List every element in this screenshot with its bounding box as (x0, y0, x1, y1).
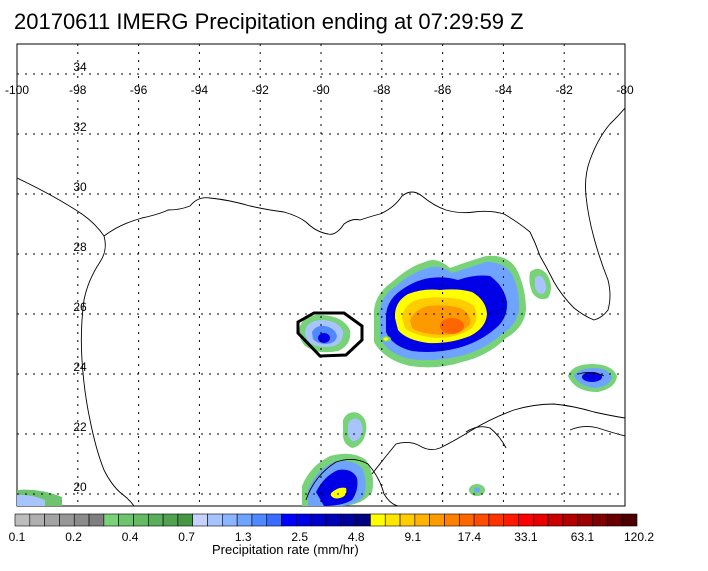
colorbar-label: Precipitation rate (mm/hr) (212, 542, 359, 557)
colorbar-cell (488, 513, 505, 527)
lon-tick-label: -96 (130, 83, 148, 97)
colorbar-cell (518, 513, 534, 527)
colorbar-cell (444, 513, 460, 527)
latitude-labels: 20 22 24 26 28 30 32 34 (73, 60, 87, 494)
colorbar-tick-label: 63.1 (571, 530, 595, 544)
colorbar-cell (310, 513, 327, 527)
colorbar-tick-labels: 0.1 0.2 0.4 0.7 1.3 2.5 4.8 9.1 17.4 33.1 63.1 120.… (9, 530, 655, 544)
colorbar-cell (607, 513, 623, 527)
colorbar-cell (429, 513, 445, 527)
colorbar-tick-label: 17.4 (458, 530, 482, 544)
lon-tick-label: -94 (191, 83, 209, 97)
precip-area-central-gulf (299, 314, 351, 353)
lat-tick-label: 22 (73, 420, 87, 434)
colorbar-cell (103, 513, 119, 527)
colorbar-tick-label: 1.3 (235, 530, 252, 544)
colorbar-tick-label: 120.2 (624, 530, 654, 544)
precip-area-yucatan (302, 453, 374, 506)
colorbar-cell (503, 513, 519, 527)
colorbar-cell (296, 513, 312, 527)
colorbar-cell (251, 513, 268, 527)
colorbar-cell (222, 513, 238, 527)
lat-tick-label: 20 (73, 480, 87, 494)
colorbar-cell (236, 513, 253, 527)
lat-tick-label: 34 (73, 60, 87, 74)
colorbar-cells (14, 513, 638, 527)
colorbar-cell (88, 513, 105, 527)
colorbar-cell (207, 513, 223, 527)
colorbar-cell (370, 513, 386, 527)
tracked-system-outline (296, 311, 364, 358)
colorbar-cell (562, 513, 579, 527)
colorbar-tick-label: 0.1 (9, 530, 26, 544)
lon-tick-label: -90 (312, 83, 330, 97)
map-title: 20170611 IMERG Precipitation ending at 0… (14, 9, 524, 34)
colorbar-cell (533, 513, 549, 527)
colorbar-tick-label: 0.7 (178, 530, 195, 544)
precip-area-main-storm (373, 255, 526, 368)
lat-tick-label: 28 (73, 240, 87, 254)
colorbar-cell (59, 513, 75, 527)
lat-tick-label: 26 (73, 300, 87, 314)
colorbar-cell (29, 513, 45, 527)
colorbar-cell (458, 513, 475, 527)
colorbar-tick-label: 0.4 (122, 530, 139, 544)
lat-tick-label: 32 (73, 120, 87, 134)
colorbar-cell (355, 513, 371, 527)
precip-area-yucatan-north (342, 412, 367, 448)
colorbar-cell (44, 513, 60, 527)
colorbar-tick-label: 9.1 (404, 530, 421, 544)
colorbar-cell (414, 513, 430, 527)
lon-tick-label: -82 (556, 83, 574, 97)
coastlines (17, 107, 625, 506)
lon-tick-label: -88 (373, 83, 391, 97)
colorbar-cell (118, 513, 134, 527)
colorbar-cell (473, 513, 490, 527)
lon-tick-label: -92 (252, 83, 270, 97)
colorbar-cell (177, 513, 194, 527)
colorbar-cell (384, 513, 401, 527)
colorbar-cell (325, 513, 342, 527)
colorbar-cell (73, 513, 90, 527)
precip-area-caribbean-dot (469, 484, 485, 496)
colorbar-cell (162, 513, 179, 527)
colorbar-cell (133, 513, 149, 527)
colorbar-cell (147, 513, 164, 527)
lon-tick-label: -84 (495, 83, 513, 97)
colorbar-cell (266, 513, 282, 527)
colorbar-cell (592, 513, 608, 527)
colorbar-cell (281, 513, 297, 527)
lon-tick-label: -86 (434, 83, 452, 97)
colorbar-cell (547, 513, 564, 527)
precip-area-florida (529, 268, 551, 300)
colorbar-tick-label: 0.2 (65, 530, 82, 544)
longitude-labels: -100 -98 -96 -94 -92 -90 -88 -86 -84 -82 -80 (5, 83, 634, 97)
colorbar-cell (621, 513, 638, 527)
colorbar-cell (14, 513, 31, 527)
colorbar-cell (192, 513, 208, 527)
lat-tick-label: 30 (73, 180, 87, 194)
colorbar-tick-label: 2.5 (291, 530, 308, 544)
colorbar-cell (577, 513, 593, 527)
colorbar-tick-label: 33.1 (514, 530, 538, 544)
lon-tick-label: -98 (69, 83, 87, 97)
colorbar-tick-label: 4.8 (348, 530, 365, 544)
lon-tick-label: -80 (616, 83, 634, 97)
lon-tick-label: -100 (5, 83, 29, 97)
lat-tick-label: 24 (73, 360, 87, 374)
colorbar-cell (340, 513, 356, 527)
colorbar-cell (399, 513, 416, 527)
